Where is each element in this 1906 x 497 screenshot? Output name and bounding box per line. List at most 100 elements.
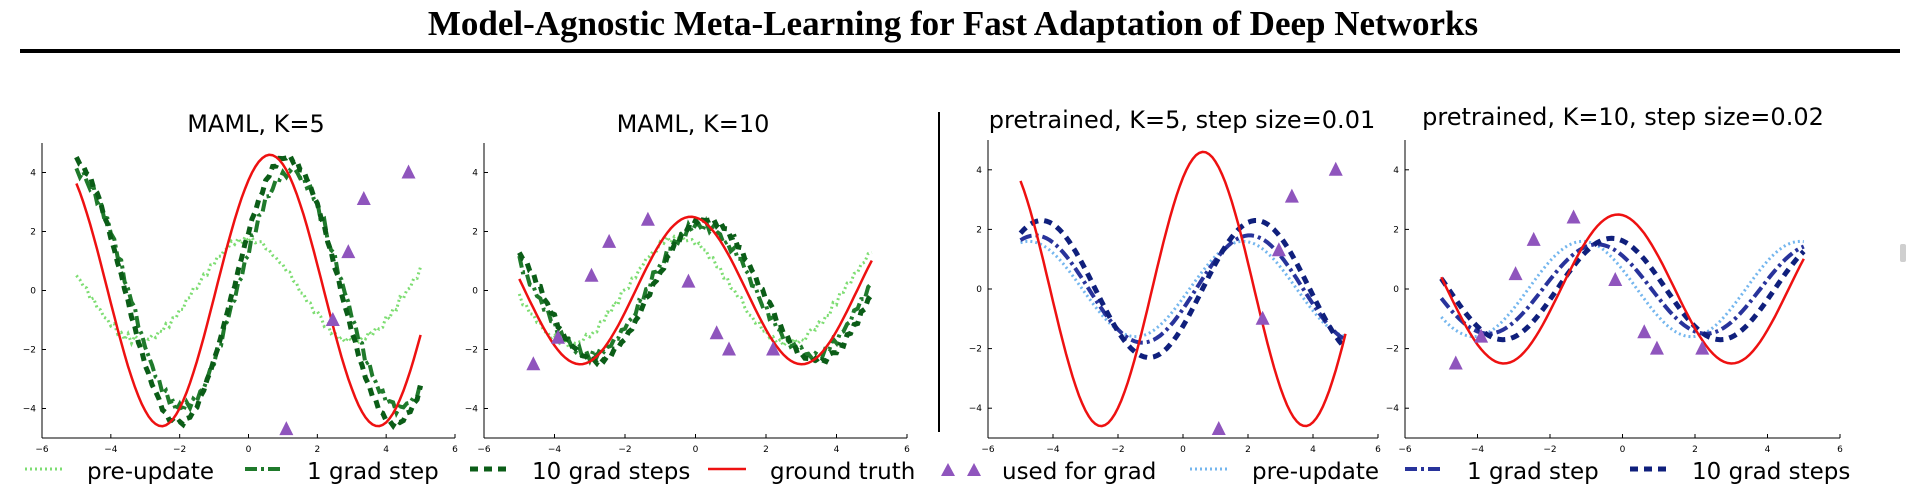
x-tick-label: −4: [104, 445, 118, 455]
y-tick-label: 2: [472, 228, 478, 238]
legend-item: 1 grad step: [1405, 459, 1599, 485]
x-tick-label: −2: [1543, 445, 1556, 455]
series-line: [1018, 218, 1348, 360]
data-point: [1508, 266, 1523, 281]
x-tick-label: 4: [1310, 445, 1316, 455]
title-rule: [20, 49, 1900, 53]
data-point: [1255, 310, 1270, 325]
x-tick-label: −2: [1111, 445, 1124, 455]
data-point: [279, 421, 294, 436]
x-tick-label: −2: [173, 445, 186, 455]
x-tick-label: 0: [693, 445, 699, 455]
x-tick-label: 2: [1692, 445, 1698, 455]
data-point: [721, 341, 736, 356]
x-tick-label: −2: [618, 445, 631, 455]
data-point: [1474, 328, 1489, 343]
x-tick-label: −6: [35, 445, 49, 455]
subplot-4: pretrained, K=10, step size=0.02 −6 −4 −2 0 2…: [1386, 103, 1843, 455]
x-tick-label: 6: [1375, 445, 1381, 455]
series-line: [1439, 242, 1805, 336]
y-tick-label: 4: [30, 169, 36, 179]
x-tick-label: 0: [246, 445, 252, 455]
legend-item: 10 grad steps: [1630, 459, 1850, 485]
data-point: [766, 341, 781, 356]
series-line: [1440, 239, 1804, 339]
data-point: [584, 267, 599, 282]
subplot-title: pretrained, K=5, step size=0.01: [989, 106, 1375, 134]
y-tick-label: 0: [30, 287, 36, 297]
x-tick-label: 0: [1180, 445, 1186, 455]
y-tick-label: 0: [472, 287, 478, 297]
data-point: [325, 312, 340, 326]
data-point: [1649, 340, 1664, 355]
x-tick-label: 2: [314, 445, 320, 455]
data-point: [1328, 161, 1343, 176]
y-tick-label: −2: [465, 346, 478, 356]
data-point: [1284, 188, 1299, 203]
y-tick-label: −2: [23, 346, 36, 356]
series-line: [74, 151, 424, 431]
x-tick-label: 6: [904, 445, 910, 455]
x-tick-label: 6: [1837, 445, 1843, 455]
legend-marker: [967, 463, 981, 476]
legend-label: 1 grad step: [307, 459, 439, 485]
data-point: [341, 244, 356, 259]
y-tick-label: 4: [1393, 166, 1399, 176]
data-point: [1211, 421, 1226, 436]
data-point: [401, 164, 416, 179]
data-point: [1608, 272, 1623, 287]
data-point: [1271, 242, 1286, 257]
data-point: [602, 233, 617, 248]
x-tick-label: 4: [1765, 445, 1771, 455]
legend-item: used for grad: [941, 459, 1156, 485]
x-tick-label: 0: [1620, 445, 1626, 455]
subplot-3: pretrained, K=5, step size=0.01 −6 −4 −2 0 2 4…: [969, 106, 1381, 455]
data-point: [640, 211, 655, 226]
legend-label: used for grad: [1002, 459, 1156, 485]
page-title: Model-Agnostic Meta-Learning for Fast Ad…: [427, 4, 1479, 43]
ground-truth-line: [1440, 213, 1805, 365]
legend-label: 10 grad steps: [1692, 459, 1850, 485]
y-tick-label: 2: [1393, 225, 1399, 235]
y-tick-label: 4: [472, 169, 478, 179]
subplot-title: MAML, K=5: [187, 110, 325, 138]
y-tick-label: −2: [1386, 345, 1399, 355]
x-tick-label: −4: [1046, 445, 1060, 455]
ground-truth-line: [1019, 150, 1347, 428]
scrollbar-thumb[interactable]: [1900, 244, 1906, 262]
data-point: [681, 273, 696, 288]
y-tick-label: −4: [969, 404, 983, 414]
data-point: [526, 356, 541, 371]
data-point: [1637, 324, 1652, 339]
legend-item: 10 grad steps: [470, 459, 690, 485]
x-tick-label: −4: [548, 445, 562, 455]
legend-marker: [941, 463, 955, 476]
series-line: [74, 167, 423, 419]
data-point: [709, 325, 724, 340]
subplot-title: MAML, K=10: [617, 110, 770, 138]
x-tick-label: 4: [834, 445, 840, 455]
subplot-2: MAML, K=10 −6 −4 −2 0 2 4 6 −4 −2 0 2 4: [465, 110, 910, 455]
data-point: [1695, 340, 1710, 355]
x-tick-label: 6: [452, 445, 458, 455]
y-tick-label: −4: [465, 405, 479, 415]
ground-truth-line: [75, 153, 422, 428]
legend-item: pre-update: [1190, 459, 1379, 485]
y-tick-label: −4: [1386, 404, 1400, 414]
series-line: [517, 215, 874, 366]
legend-item: pre-update: [25, 459, 214, 485]
y-tick-label: −4: [23, 405, 37, 415]
series-line: [1439, 235, 1806, 343]
legend-label: pre-update: [1252, 459, 1379, 485]
legend-label: pre-update: [87, 459, 214, 485]
y-tick-label: 0: [1393, 285, 1399, 295]
x-tick-label: 2: [763, 445, 769, 455]
series-line: [517, 214, 874, 368]
series-line: [1019, 233, 1347, 345]
x-tick-label: −6: [477, 445, 491, 455]
legend-item: 1 grad step: [245, 459, 439, 485]
data-point: [1526, 231, 1541, 246]
y-tick-label: 2: [976, 225, 982, 235]
subplot-1: MAML, K=5 −6 −4 −2 0 2 4 6 −4 −2 0 2 4: [23, 110, 458, 455]
legend-item: ground truth: [708, 459, 915, 485]
